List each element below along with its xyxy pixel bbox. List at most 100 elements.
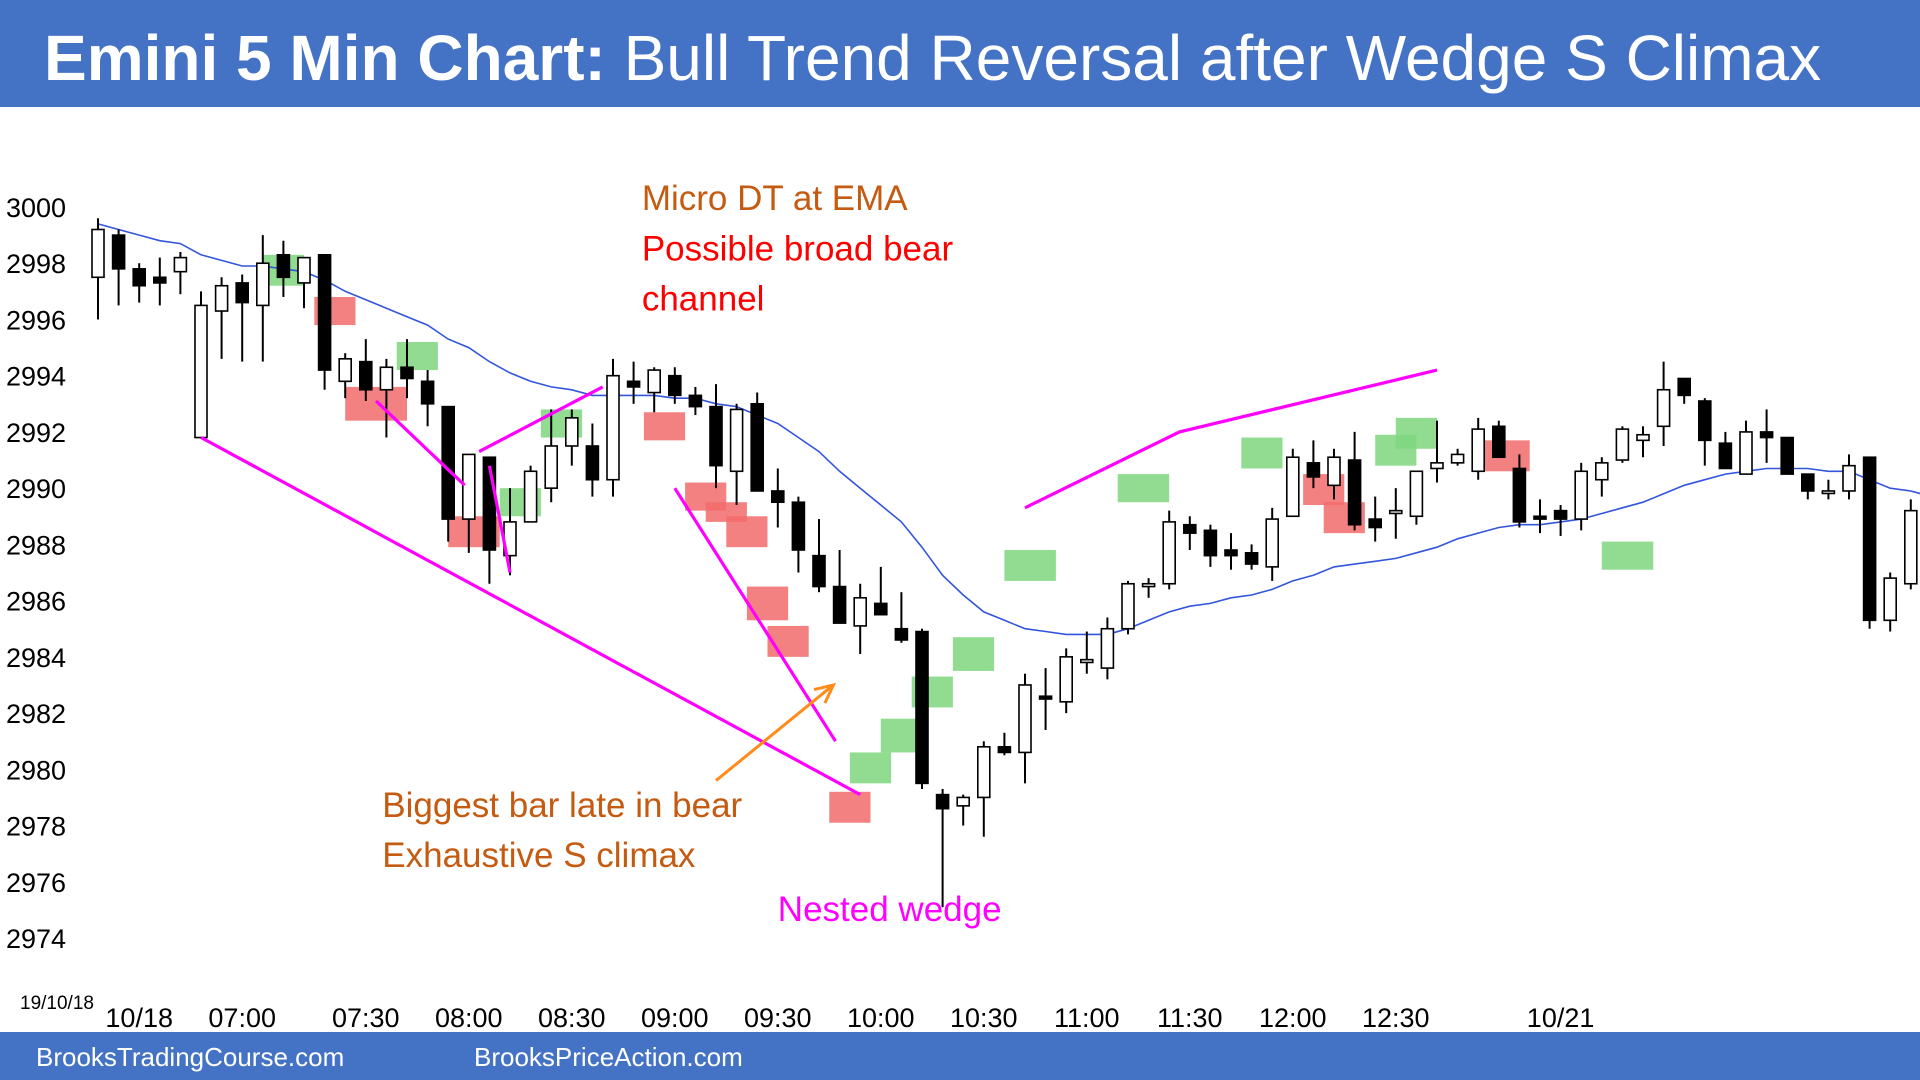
y-tick-label: 2998 [6, 249, 66, 279]
bear-candle-body [1224, 549, 1238, 557]
wedge-line [487, 465, 512, 573]
bull-candle-body [564, 417, 579, 447]
bear-candle-body [153, 276, 167, 284]
bear-candle-body [1677, 377, 1691, 397]
wedge-line [374, 399, 466, 487]
bull-signal-box [1004, 550, 1056, 581]
bull-candle-body [1636, 433, 1650, 442]
x-tick-label: 07:30 [332, 1003, 400, 1032]
bear-candle-body [626, 380, 641, 388]
bull-signal-box [396, 341, 438, 371]
bull-candle-body [173, 256, 188, 273]
bear-candle-body [1347, 459, 1362, 526]
bear-candle-body [832, 585, 847, 624]
bear-candle-body [1759, 431, 1774, 439]
y-tick-label: 2990 [6, 474, 66, 504]
footer-right-link[interactable]: BrooksPriceAction.com [474, 1042, 743, 1072]
bull-candle-body [1821, 490, 1836, 495]
x-tick-label: 07:00 [208, 1003, 276, 1032]
annotation-arrow-head [813, 682, 837, 704]
annotation-text: Nested wedge [778, 890, 1002, 929]
chart-title-bold: Emini 5 Min Chart: [44, 22, 606, 94]
bull-candle-body [647, 369, 662, 394]
chart-title: Emini 5 Min Chart: Bull Trend Reversal a… [44, 18, 1821, 98]
x-tick-label: 09:30 [744, 1003, 812, 1032]
bull-signal-box [1117, 474, 1170, 503]
wedge-line [478, 385, 604, 454]
y-tick-label: 2974 [6, 924, 66, 954]
bear-candle-body [935, 793, 950, 810]
bull-candle-body [194, 304, 208, 439]
bull-candle-body [1389, 509, 1403, 515]
bear-signal-box [726, 516, 768, 548]
wedge-line [1024, 368, 1438, 510]
bull-candle-body [255, 262, 270, 307]
x-tick-label: 09:00 [641, 1003, 709, 1032]
bear-candle-body [1203, 529, 1218, 557]
bull-candle-body [1471, 428, 1485, 473]
bull-signal-box [952, 637, 995, 671]
bull-candle-body [297, 256, 311, 284]
bear-candle-body [585, 445, 600, 481]
bear-candle-body [1801, 473, 1815, 492]
bull-candle-body [1162, 521, 1176, 585]
bear-candle-body [317, 253, 332, 371]
x-tick-label: 10/18 [105, 1003, 173, 1032]
bear-candle-body [235, 282, 249, 304]
bull-candle-body [1121, 582, 1135, 630]
y-tick-label: 2980 [6, 755, 66, 785]
bull-candle-body [1100, 627, 1115, 669]
bear-candle-body [1553, 509, 1568, 520]
y-tick-label: 2994 [6, 362, 66, 392]
bull-candle-body [1059, 656, 1073, 703]
footer-banner [0, 1032, 1920, 1080]
bull-signal-box [880, 718, 922, 753]
wedge-line [673, 487, 837, 743]
bear-candle-body [915, 630, 929, 785]
bear-signal-box [345, 386, 407, 421]
bear-candle-body [1306, 462, 1321, 478]
annotation-text: Biggest bar late in bear [382, 786, 742, 825]
bull-candle-body [91, 228, 105, 279]
x-tick-label: 10/21 [1527, 1003, 1595, 1032]
x-tick-label: 12:00 [1259, 1003, 1327, 1032]
bear-candle-body [1698, 400, 1712, 442]
bull-candle-body [1265, 518, 1279, 568]
bull-candle-body [1430, 462, 1444, 470]
footer-left-link[interactable]: BrooksTradingCourse.com [36, 1042, 345, 1072]
bull-candle-body [1080, 658, 1094, 664]
bull-candle-body [956, 796, 971, 807]
wedge-line [200, 436, 861, 797]
y-tick-label: 2982 [6, 699, 66, 729]
x-tick-label: 12:30 [1362, 1003, 1430, 1032]
bull-candle-body [461, 453, 476, 520]
bear-candle-body [111, 234, 126, 270]
bull-candle-body [1595, 462, 1609, 481]
x-tick-label: 08:00 [435, 1003, 503, 1032]
bear-candle-body [709, 405, 723, 467]
bear-candle-body [1183, 523, 1197, 534]
bear-candle-body [1862, 456, 1877, 622]
bull-candle-body [1904, 509, 1918, 585]
bear-candle-body [791, 501, 806, 551]
bear-candle-body [441, 405, 456, 520]
y-tick-label: 2986 [6, 587, 66, 617]
bull-candle-body [214, 284, 229, 312]
bull-candle-body [1286, 456, 1300, 518]
x-tick-label: 11:30 [1157, 1003, 1223, 1032]
y-tick-label: 2996 [6, 305, 66, 335]
bear-candle-body [420, 380, 435, 405]
ema-line [97, 223, 1920, 636]
bear-candle-body [276, 253, 291, 279]
bear-candle-body [667, 374, 682, 397]
bear-candle-body [894, 627, 909, 641]
bull-candle-body [1883, 577, 1897, 622]
y-tick-label: 2976 [6, 868, 66, 898]
bear-candle-body [1492, 425, 1506, 459]
bear-candle-body [997, 746, 1012, 754]
bull-candle-body [853, 597, 868, 627]
bear-candle-body [873, 602, 888, 616]
annotation-text: Possible broad bear [642, 229, 954, 268]
bull-candle-body [338, 358, 353, 383]
bull-signal-box [1395, 417, 1437, 449]
